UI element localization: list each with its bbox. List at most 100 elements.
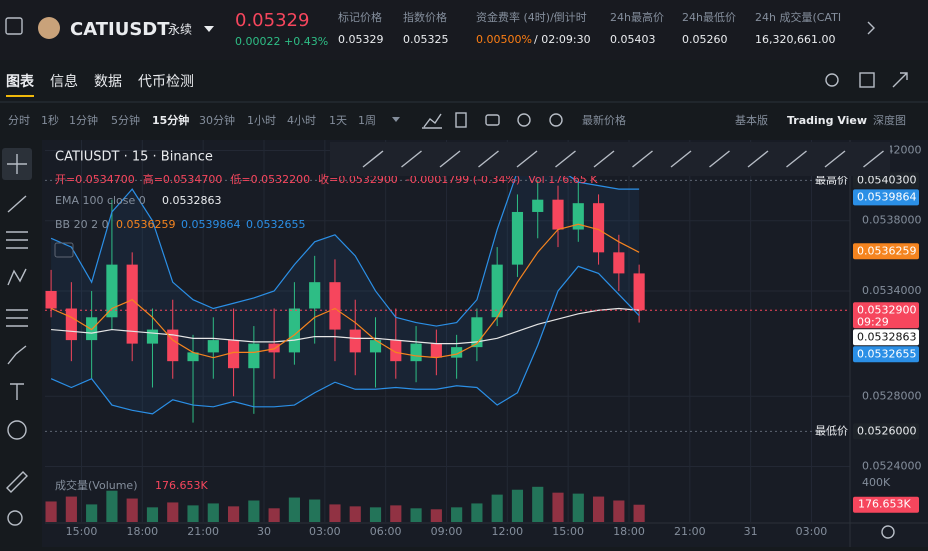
price-tag-label: 0.0532655 xyxy=(857,347,917,360)
symbol[interactable]: CATIUSDT xyxy=(70,19,170,40)
chart-area xyxy=(42,140,928,547)
chart-title: CATIUSDT · 15 · Binance xyxy=(55,150,213,165)
stat-value: 0.05325 xyxy=(403,33,449,46)
ruler-tool[interactable] xyxy=(6,471,28,493)
drawing-tool[interactable] xyxy=(401,150,422,168)
drawing-tool[interactable] xyxy=(670,150,692,168)
interval[interactable]: 1分钟 xyxy=(69,113,98,127)
stat-value: 0.05329 xyxy=(338,33,384,46)
drawing-toolbar xyxy=(330,142,890,176)
volume-bar xyxy=(207,503,219,522)
interval[interactable]: 分时 xyxy=(8,114,30,127)
volume-bar xyxy=(511,489,524,522)
view-option[interactable]: 基本版 xyxy=(735,113,768,127)
interval[interactable]: 5分钟 xyxy=(111,113,140,127)
interval[interactable]: 1天 xyxy=(329,114,347,127)
drawing-tool[interactable] xyxy=(478,150,499,168)
indicator-line xyxy=(51,307,640,345)
volume-bar xyxy=(592,496,605,522)
drawing-tool[interactable] xyxy=(709,150,730,168)
volume-bar xyxy=(45,501,57,522)
drawing-tool[interactable] xyxy=(786,150,807,168)
scroll-right[interactable] xyxy=(867,21,875,35)
price-tag xyxy=(853,189,919,206)
view-option[interactable]: Trading View xyxy=(787,114,867,127)
volume-bar xyxy=(65,496,77,522)
trendline-tool[interactable] xyxy=(7,195,27,213)
candle-body xyxy=(65,308,77,341)
interval[interactable]: 1秒 xyxy=(41,113,59,127)
interval[interactable]: 1周 xyxy=(358,114,376,127)
x-tick-label: 30 xyxy=(257,525,271,538)
stat-label: 24h最低价 xyxy=(682,11,736,24)
price-tag-label: 0.0540300 xyxy=(857,173,917,186)
camera-icon[interactable] xyxy=(485,114,500,126)
expand-icon[interactable] xyxy=(892,72,908,88)
drawing-tool[interactable] xyxy=(593,150,615,168)
pattern-tool[interactable] xyxy=(7,268,27,286)
stat-extra: / 02:09:30 xyxy=(534,33,591,46)
drawing-tool[interactable] xyxy=(747,150,769,168)
brush-tool[interactable] xyxy=(7,345,27,365)
bb-band xyxy=(51,159,640,414)
interval-dropdown[interactable] xyxy=(392,117,400,122)
drawing-tool[interactable] xyxy=(362,150,384,168)
volume-bar xyxy=(390,505,402,522)
volume-bar xyxy=(248,500,260,522)
interval[interactable]: 30分钟 xyxy=(199,113,235,127)
dropdown-icon[interactable] xyxy=(204,26,214,32)
volume-bar xyxy=(349,506,361,522)
drawing-tool[interactable] xyxy=(632,150,653,168)
crosshair-tool[interactable] xyxy=(7,154,27,174)
tab[interactable]: 数据 xyxy=(94,74,122,90)
text-tool[interactable] xyxy=(10,383,24,400)
volume-bar xyxy=(329,504,341,522)
plus-icon[interactable] xyxy=(517,113,531,127)
settings-icon[interactable] xyxy=(549,113,563,127)
candle-body xyxy=(572,203,584,230)
bell-icon[interactable] xyxy=(825,73,839,87)
x-tick-label: 06:00 xyxy=(370,525,402,538)
volume-bar xyxy=(430,509,442,522)
zoom-tool[interactable] xyxy=(7,510,23,526)
drawing-tool[interactable] xyxy=(824,150,846,168)
contract-type: 永续 xyxy=(168,23,192,37)
candle-body xyxy=(369,340,382,353)
price-tag-label: 0.0532900 xyxy=(857,303,917,316)
price-tag-label: 0.0536259 xyxy=(857,244,917,257)
emoji-tool[interactable] xyxy=(7,420,27,440)
tab[interactable]: 信息 xyxy=(50,73,78,90)
tab[interactable]: 图表 xyxy=(6,73,35,90)
price-mode[interactable]: 最新价格 xyxy=(582,113,626,127)
tab[interactable]: 代币检测 xyxy=(138,74,194,90)
drawing-tool[interactable] xyxy=(555,150,576,168)
interval[interactable]: 15分钟 xyxy=(152,113,189,127)
drawing-tool[interactable] xyxy=(863,150,884,168)
y-tick-label: 0.0534000 xyxy=(862,284,922,297)
chart-settings[interactable] xyxy=(881,525,895,539)
stat-label: 标记价格 xyxy=(338,10,382,24)
ema-legend: EMA 100 close 0 xyxy=(55,194,146,207)
candle-body xyxy=(288,308,300,353)
channel-tool[interactable] xyxy=(6,309,28,327)
candles-icon[interactable] xyxy=(455,112,467,128)
drawing-tool[interactable] xyxy=(516,150,538,168)
legend-collapse[interactable] xyxy=(54,242,74,258)
price-tag-time: 09:29 xyxy=(857,315,889,328)
layout-icon[interactable] xyxy=(859,72,875,88)
candle-body xyxy=(349,329,361,353)
interval[interactable]: 1小时 xyxy=(247,114,276,127)
ohlc-legend: 高=0.0534700 xyxy=(143,172,223,186)
indicator-icon[interactable] xyxy=(422,113,442,129)
x-tick-label: 18:00 xyxy=(613,525,645,538)
fib-tool[interactable] xyxy=(6,231,28,249)
stat-value: 0.00500% xyxy=(476,33,532,46)
volume-tag-label: 176.653K xyxy=(858,498,911,511)
view-option[interactable]: 深度图 xyxy=(873,113,906,127)
x-tick-label: 15:00 xyxy=(552,525,584,538)
interval[interactable]: 4小时 xyxy=(287,114,316,127)
drawing-tool[interactable] xyxy=(439,150,461,168)
price-tag-label: 0.0532863 xyxy=(857,330,917,343)
favorite-icon[interactable] xyxy=(5,17,23,35)
